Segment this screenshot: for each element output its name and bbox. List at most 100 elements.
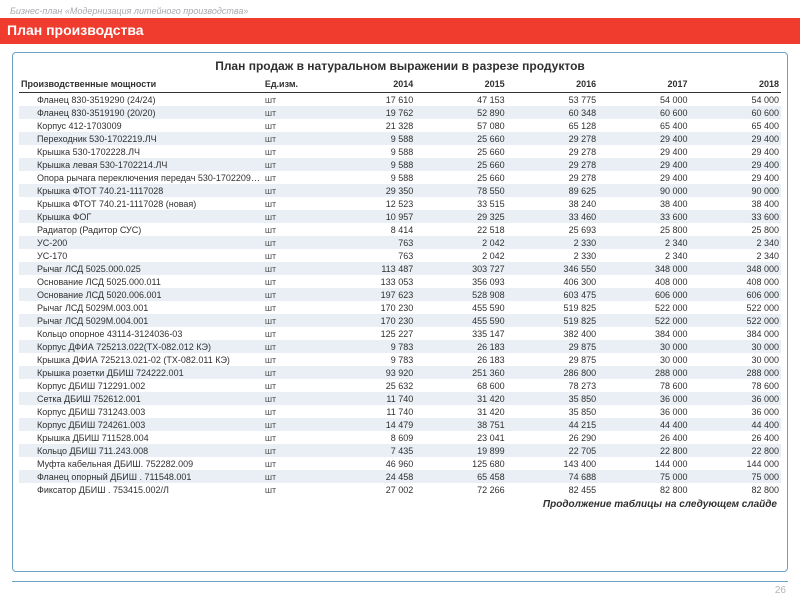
cell-name: Крышка ДФИА 725213.021-02 (ТХ-082.011 КЭ… [19, 353, 263, 366]
cell-name: Опора рычага переключения передач 530-17… [19, 171, 263, 184]
cell-y5: 25 800 [690, 223, 781, 236]
cell-y3: 25 693 [507, 223, 598, 236]
cell-y1: 133 053 [324, 275, 415, 288]
cell-y5: 22 800 [690, 444, 781, 457]
cell-y5: 65 400 [690, 119, 781, 132]
cell-y5: 144 000 [690, 457, 781, 470]
cell-unit: шт [263, 262, 324, 275]
cell-name: Корпус ДБИШ 712291.002 [19, 379, 263, 392]
cell-y3: 29 278 [507, 171, 598, 184]
cell-y2: 38 751 [415, 418, 506, 431]
cell-y3: 143 400 [507, 457, 598, 470]
cell-y4: 144 000 [598, 457, 689, 470]
cell-y5: 606 000 [690, 288, 781, 301]
cell-y4: 606 000 [598, 288, 689, 301]
cell-y2: 31 420 [415, 392, 506, 405]
cell-y5: 44 400 [690, 418, 781, 431]
cell-y2: 31 420 [415, 405, 506, 418]
cell-y3: 35 850 [507, 405, 598, 418]
cell-y3: 286 800 [507, 366, 598, 379]
cell-y3: 382 400 [507, 327, 598, 340]
cell-y5: 54 000 [690, 93, 781, 107]
col-2015: 2015 [415, 77, 506, 93]
cell-y5: 522 000 [690, 301, 781, 314]
cell-y4: 408 000 [598, 275, 689, 288]
cell-y1: 93 920 [324, 366, 415, 379]
cell-name: Крышка ФТОТ 740.21-1117028 (новая) [19, 197, 263, 210]
cell-name: Крышка ФТОТ 740.21-1117028 [19, 184, 263, 197]
table-row: Рычаг ЛСД 5029М.003.001шт170 230455 5905… [19, 301, 781, 314]
cell-y5: 348 000 [690, 262, 781, 275]
cell-unit: шт [263, 93, 324, 107]
cell-unit: шт [263, 132, 324, 145]
cell-y5: 29 400 [690, 145, 781, 158]
cell-y4: 22 800 [598, 444, 689, 457]
cell-y1: 19 762 [324, 106, 415, 119]
cell-name: Крышка левая 530-1702214.ЛЧ [19, 158, 263, 171]
cell-y1: 763 [324, 249, 415, 262]
cell-y3: 346 550 [507, 262, 598, 275]
table-row: Муфта кабельная ДБИШ. 752282.009шт46 960… [19, 457, 781, 470]
table-row: Кольцо опорное 43114-3124036-03шт125 227… [19, 327, 781, 340]
cell-unit: шт [263, 327, 324, 340]
cell-y4: 44 400 [598, 418, 689, 431]
cell-unit: шт [263, 431, 324, 444]
cell-y5: 36 000 [690, 405, 781, 418]
cell-name: Крышка 530-1702228.ЛЧ [19, 145, 263, 158]
cell-y3: 60 348 [507, 106, 598, 119]
cell-y4: 60 600 [598, 106, 689, 119]
cell-y3: 29 278 [507, 158, 598, 171]
footer-divider [12, 581, 788, 582]
cell-unit: шт [263, 158, 324, 171]
cell-y2: 303 727 [415, 262, 506, 275]
cell-name: Радиатор (Радитор СУС) [19, 223, 263, 236]
cell-y4: 38 400 [598, 197, 689, 210]
section-title-bar: План производства [0, 18, 800, 44]
table-row: Крышка ФТОТ 740.21-1117028шт29 35078 550… [19, 184, 781, 197]
cell-y2: 47 153 [415, 93, 506, 107]
cell-y4: 522 000 [598, 314, 689, 327]
cell-unit: шт [263, 106, 324, 119]
cell-unit: шт [263, 249, 324, 262]
cell-unit: шт [263, 210, 324, 223]
cell-name: Крышка розетки ДБИШ 724222.001 [19, 366, 263, 379]
cell-name: Рычаг ЛСД 5029М.004.001 [19, 314, 263, 327]
table-row: Переходник 530-1702219.ЛЧшт9 58825 66029… [19, 132, 781, 145]
cell-y1: 9 783 [324, 340, 415, 353]
cell-y2: 25 660 [415, 171, 506, 184]
cell-name: УС-170 [19, 249, 263, 262]
cell-y5: 60 600 [690, 106, 781, 119]
table-row: Основание ЛСД 5025.000.011шт133 053356 0… [19, 275, 781, 288]
cell-y3: 74 688 [507, 470, 598, 483]
cell-unit: шт [263, 301, 324, 314]
cell-y2: 2 042 [415, 236, 506, 249]
cell-y1: 11 740 [324, 405, 415, 418]
cell-y2: 455 590 [415, 301, 506, 314]
table-row: Рычаг ЛСД 5025.000.025шт113 487303 72734… [19, 262, 781, 275]
cell-unit: шт [263, 119, 324, 132]
table-row: Рычаг ЛСД 5029М.004.001шт170 230455 5905… [19, 314, 781, 327]
cell-y5: 36 000 [690, 392, 781, 405]
cell-y4: 2 340 [598, 249, 689, 262]
table-row: Основание ЛСД 5020.006.001шт197 623528 9… [19, 288, 781, 301]
cell-y4: 288 000 [598, 366, 689, 379]
cell-y1: 27 002 [324, 483, 415, 496]
cell-y1: 25 632 [324, 379, 415, 392]
cell-unit: шт [263, 184, 324, 197]
cell-unit: шт [263, 236, 324, 249]
table-row: Корпус ДБИШ 724261.003шт14 47938 75144 2… [19, 418, 781, 431]
table-row: Крышка левая 530-1702214.ЛЧшт9 58825 660… [19, 158, 781, 171]
cell-y5: 90 000 [690, 184, 781, 197]
cell-y4: 54 000 [598, 93, 689, 107]
cell-y4: 29 400 [598, 145, 689, 158]
table-row: Крышка ДБИШ 711528.004шт8 60923 04126 29… [19, 431, 781, 444]
cell-name: Переходник 530-1702219.ЛЧ [19, 132, 263, 145]
cell-y3: 519 825 [507, 301, 598, 314]
cell-y3: 22 705 [507, 444, 598, 457]
cell-name: Крышка ДБИШ 711528.004 [19, 431, 263, 444]
cell-y4: 26 400 [598, 431, 689, 444]
page-number: 26 [775, 585, 786, 596]
cell-y4: 25 800 [598, 223, 689, 236]
cell-name: Корпус ДБИШ 731243.003 [19, 405, 263, 418]
cell-y3: 38 240 [507, 197, 598, 210]
